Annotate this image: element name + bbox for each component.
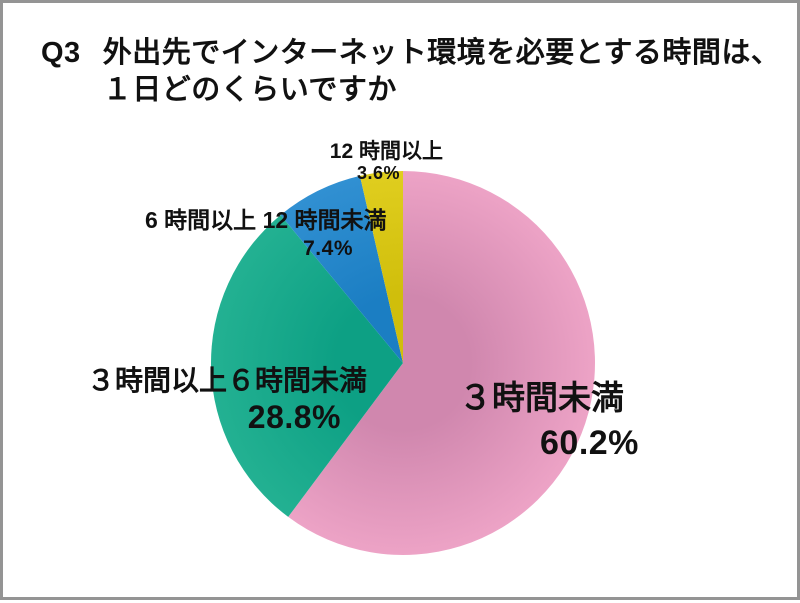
pie-chart	[210, 171, 595, 555]
slice-value-12h-plus: 3.6%	[356, 163, 400, 183]
slice-value-under-3h: 60.2%	[540, 424, 639, 462]
pie-slice-1	[210, 215, 403, 517]
pie-slice-2	[280, 175, 403, 363]
chart-title: Q3 外出先でインターネット環境を必要とする時間は、 １日どのくらいですか	[41, 35, 780, 109]
slice-value-6h-12h: 7.4%	[303, 237, 353, 260]
question-text: 外出先でインターネット環境を必要とする時間は、 １日どのくらいですか	[103, 35, 781, 109]
pie-slices	[210, 171, 595, 555]
slice-label-3h-6h: ３時間以上６時間未満	[87, 365, 368, 396]
pie-slice-0	[288, 171, 595, 555]
question-text-line2: １日どのくらいですか	[102, 74, 397, 106]
slice-label-under-3h: ３時間未満	[459, 379, 624, 416]
question-text-line1: 外出先でインターネット環境を必要とする時間は、	[102, 37, 781, 69]
slice-label-12h-plus: 12 時間以上	[329, 140, 443, 163]
slice-label-6h-12h: 6 時間以上 12 時間未満	[145, 207, 387, 233]
slice-value-3h-6h: 28.8%	[247, 399, 341, 435]
pie-slice-3	[359, 171, 403, 363]
question-number: Q3	[41, 37, 81, 69]
